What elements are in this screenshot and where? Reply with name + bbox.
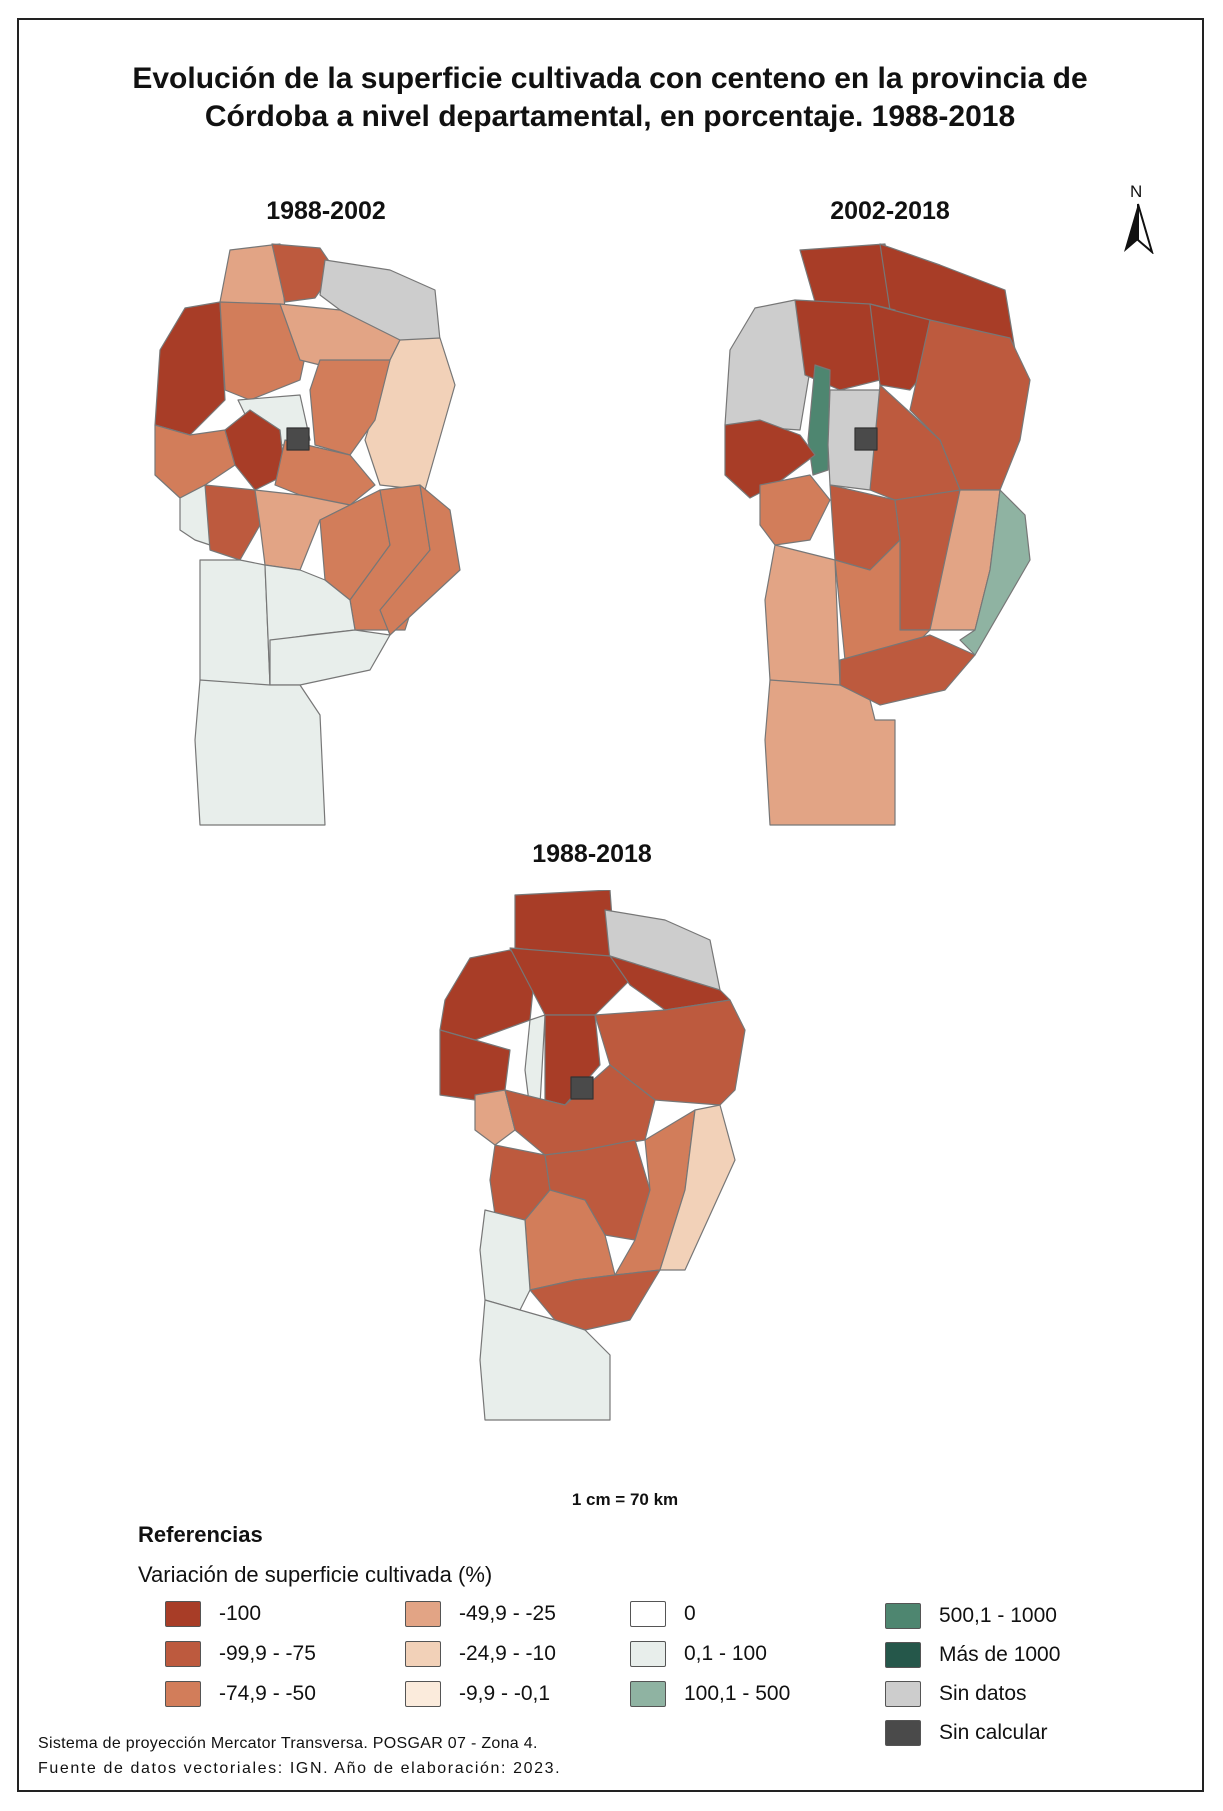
- footer-line-2: Fuente de datos vectoriales: IGN. Año de…: [38, 1760, 562, 1777]
- region-dept-6: [807, 364, 831, 476]
- legend-swatch: [165, 1641, 201, 1667]
- legend-item: -100: [165, 1600, 261, 1628]
- footer-line-1: Sistema de proyección Mercator Transvers…: [38, 1735, 538, 1752]
- north-label: N: [1130, 182, 1143, 201]
- region-dept-1: [799, 243, 896, 311]
- map-frame: [17, 18, 1204, 1792]
- legend-heading: Referencias: [138, 1522, 263, 1547]
- region-dept-15: [659, 1104, 736, 1271]
- legend-item: -24,9 - -10: [405, 1640, 556, 1668]
- legend-swatch: [885, 1681, 921, 1707]
- legend-label: -24,9 - -10: [459, 1642, 556, 1665]
- legend-label: -9,9 - -0,1: [459, 1682, 551, 1705]
- legend-item: -49,9 - -25: [405, 1600, 556, 1628]
- legend-subtitle: Variación de superficie cultivada (%): [138, 1562, 493, 1587]
- region-dept-9: [724, 419, 816, 499]
- legend-item: 0,1 - 100: [630, 1640, 767, 1668]
- legend-swatch: [885, 1603, 921, 1629]
- legend-swatch: [630, 1641, 666, 1667]
- scale-text: 1 cm = 70 km: [571, 1490, 679, 1509]
- region-dept-4: [509, 947, 631, 1016]
- legend-swatch: [405, 1681, 441, 1707]
- region-dept-22: [194, 679, 326, 826]
- legend-item: -99,9 - -75: [165, 1640, 316, 1668]
- region-dept-19: [479, 1299, 611, 1421]
- legend-item: 0: [630, 1600, 696, 1628]
- title-line-1: Evolución de la superficie cultivada con…: [132, 62, 1088, 95]
- legend-swatch: [405, 1641, 441, 1667]
- map-title-2002-2018: 2002-2018: [830, 197, 950, 225]
- legend-item: Más de 1000: [885, 1641, 1060, 1669]
- region-dept-16: [764, 544, 841, 691]
- map-title-1988-2018: 1988-2018: [532, 840, 652, 868]
- legend-item: 100,1 - 500: [630, 1680, 790, 1708]
- legend-swatch: [165, 1681, 201, 1707]
- map-2002-2018: [724, 243, 1031, 826]
- region-dept-10: [474, 1089, 516, 1146]
- region-dept-9: [439, 1029, 511, 1101]
- region-dept-4: [154, 301, 226, 436]
- region-dept-10: [154, 424, 236, 499]
- region-dept-11: [759, 474, 831, 546]
- map-title-1988-2002: 1988-2002: [266, 197, 386, 225]
- legend-label: 500,1 - 1000: [939, 1604, 1057, 1627]
- legend-swatch: [630, 1601, 666, 1627]
- legend-swatch: [885, 1642, 921, 1668]
- region-dept-19: [764, 679, 896, 826]
- north-arrow-icon: [1124, 203, 1154, 254]
- legend-item: -9,9 - -0,1: [405, 1680, 550, 1708]
- legend-label: 0,1 - 100: [684, 1642, 767, 1665]
- legend-swatch: [165, 1601, 201, 1627]
- region-dept-15: [959, 489, 1031, 656]
- capital-sin-calcular: [570, 1076, 594, 1100]
- legend-swatch: [405, 1601, 441, 1627]
- map-1988-2002: [154, 243, 461, 826]
- capital-sin-calcular: [286, 427, 310, 451]
- map-1988-2018: [439, 890, 746, 1421]
- legend-item: Sin datos: [885, 1680, 1027, 1708]
- legend-label: 100,1 - 500: [684, 1682, 791, 1705]
- legend-label: Sin datos: [939, 1682, 1027, 1705]
- legend-label: 0: [684, 1602, 696, 1625]
- title-line-2: Córdoba a nivel departamental, en porcen…: [204, 100, 1016, 133]
- region-dept-17: [479, 1209, 531, 1311]
- legend-swatch: [630, 1681, 666, 1707]
- region-dept-15: [254, 489, 351, 571]
- legend-item: -74,9 - -50: [165, 1680, 316, 1708]
- legend-swatch: [885, 1720, 921, 1746]
- legend-label: -99,9 - -75: [219, 1642, 316, 1665]
- legend-label: Más de 1000: [939, 1643, 1061, 1666]
- legend-label: -49,9 - -25: [459, 1602, 556, 1625]
- legend-label: Sin calcular: [939, 1721, 1048, 1744]
- region-dept-21: [269, 629, 391, 686]
- capital-sin-calcular: [854, 427, 878, 451]
- region-dept-19: [199, 559, 271, 691]
- legend-item: 500,1 - 1000: [885, 1602, 1057, 1630]
- region-dept-14: [204, 484, 261, 561]
- legend-label: -74,9 - -50: [219, 1682, 316, 1705]
- legend-label: -100: [219, 1602, 262, 1625]
- legend-item: Sin calcular: [885, 1719, 1048, 1747]
